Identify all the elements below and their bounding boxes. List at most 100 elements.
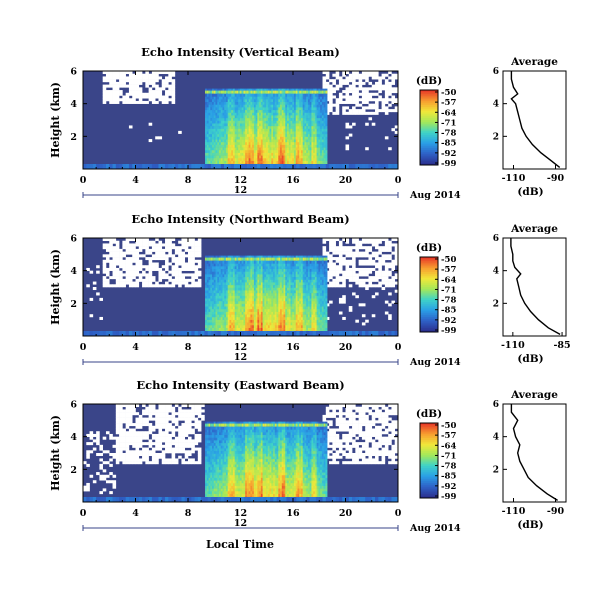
heatmap-cell (314, 115, 317, 119)
heatmap-cell (245, 120, 248, 124)
heatmap-cell (342, 316, 346, 320)
heatmap-cell (138, 267, 143, 271)
heatmap-cell (239, 126, 242, 130)
heatmap-cell (215, 306, 218, 310)
heatmap-cell (138, 273, 143, 277)
heatmap-cell (248, 94, 251, 97)
heatmap-cell (260, 160, 263, 164)
heatmap-cell (345, 90, 350, 94)
heatmap-cell (227, 287, 230, 291)
heatmap-cell (281, 155, 284, 159)
heatmap-cell (222, 255, 225, 259)
heatmap-cell (158, 278, 163, 282)
heatmap-cell (260, 306, 263, 310)
heatmap-cell (290, 110, 293, 114)
heatmap-cell (266, 261, 269, 264)
heatmap-cell (220, 99, 223, 103)
heatmap-cell (345, 92, 350, 96)
heatmap-cell (220, 118, 223, 122)
heatmap-cell (394, 98, 399, 102)
heatmap-cell (266, 147, 269, 151)
heatmap-cell (109, 243, 113, 247)
heatmap-cell (274, 96, 277, 100)
heatmap-cell (148, 267, 153, 271)
heatmap-cell (394, 125, 399, 129)
heatmap-cell (243, 88, 246, 92)
heatmap-cell (271, 139, 274, 143)
heatmap-cell (253, 94, 256, 97)
heatmap-cell (260, 314, 263, 318)
heatmap-cell (252, 99, 255, 103)
heatmap-cell (252, 155, 255, 159)
heatmap-cell (269, 309, 272, 313)
heatmap-cell (174, 246, 179, 250)
heatmap-cell (246, 158, 249, 162)
heatmap-cell (219, 123, 222, 127)
heatmap-cell (307, 102, 310, 106)
heatmap-cell (102, 87, 107, 91)
heatmap-cell (128, 164, 133, 169)
heatmap-cell (342, 81, 346, 85)
heatmap-cell (217, 104, 220, 108)
heatmap-cell (232, 274, 235, 278)
heatmap-cell (151, 95, 156, 99)
heatmap-cell (212, 94, 215, 97)
heatmap-cell (92, 281, 97, 285)
heatmap-cell (332, 103, 336, 107)
heatmap-cell (229, 317, 232, 321)
heatmap-cell (278, 107, 281, 111)
heatmap-cell (325, 99, 328, 103)
heatmap-cell (264, 94, 267, 97)
heatmap-cell (215, 126, 218, 130)
heatmap-cell (273, 319, 276, 323)
heatmap-cell (241, 311, 244, 315)
heatmap-cell (222, 152, 225, 156)
heatmap-cell (320, 155, 323, 159)
heatmap-cell (255, 319, 258, 323)
heatmap-cell (215, 261, 218, 264)
heatmap-cell (246, 150, 249, 154)
heatmap-cell (253, 274, 256, 278)
heatmap-cell (155, 262, 159, 266)
heatmap-cell (222, 128, 225, 132)
heatmap-cell (225, 134, 229, 138)
heatmap-cell (255, 150, 258, 154)
heatmap-cell (217, 282, 220, 286)
heatmap-cell (260, 311, 263, 315)
heatmap-cell (267, 325, 270, 329)
heatmap-cell (378, 270, 382, 274)
heatmap-cell (246, 263, 249, 267)
heatmap-cell (267, 255, 270, 259)
heatmap-cell (342, 278, 346, 282)
heatmap-cell (213, 269, 216, 273)
heatmap-cell (300, 155, 304, 159)
heatmap-cell (384, 257, 389, 261)
heatmap-cell (299, 158, 302, 162)
heatmap-cell (320, 134, 323, 138)
heatmap-cell (252, 139, 255, 143)
heatmap-cell (210, 155, 213, 159)
heatmap-cell (241, 139, 244, 143)
heatmap-cell (352, 267, 356, 271)
heatmap-cell (329, 259, 333, 263)
heatmap-cell (306, 158, 309, 162)
heatmap-cell (304, 115, 307, 119)
heatmap-cell (368, 278, 373, 282)
heatmap-cell (238, 120, 241, 124)
heatmap-cell (241, 285, 244, 289)
heatmap-cell (262, 126, 265, 130)
heatmap-cell (234, 295, 237, 299)
heatmap-cell (259, 107, 262, 111)
heatmap-cell (381, 238, 386, 242)
heatmap-cell (219, 255, 222, 259)
heatmap-cell (213, 107, 216, 111)
heatmap-cell (213, 314, 216, 318)
heatmap-cell (128, 259, 133, 263)
heatmap-cell (257, 96, 260, 100)
heatmap-cell (208, 96, 211, 100)
heatmap-cell (132, 87, 136, 91)
heatmap-cell (274, 257, 277, 261)
heatmap-cell (322, 81, 327, 85)
heatmap-cell (273, 94, 276, 97)
heatmap-cell (297, 131, 300, 135)
